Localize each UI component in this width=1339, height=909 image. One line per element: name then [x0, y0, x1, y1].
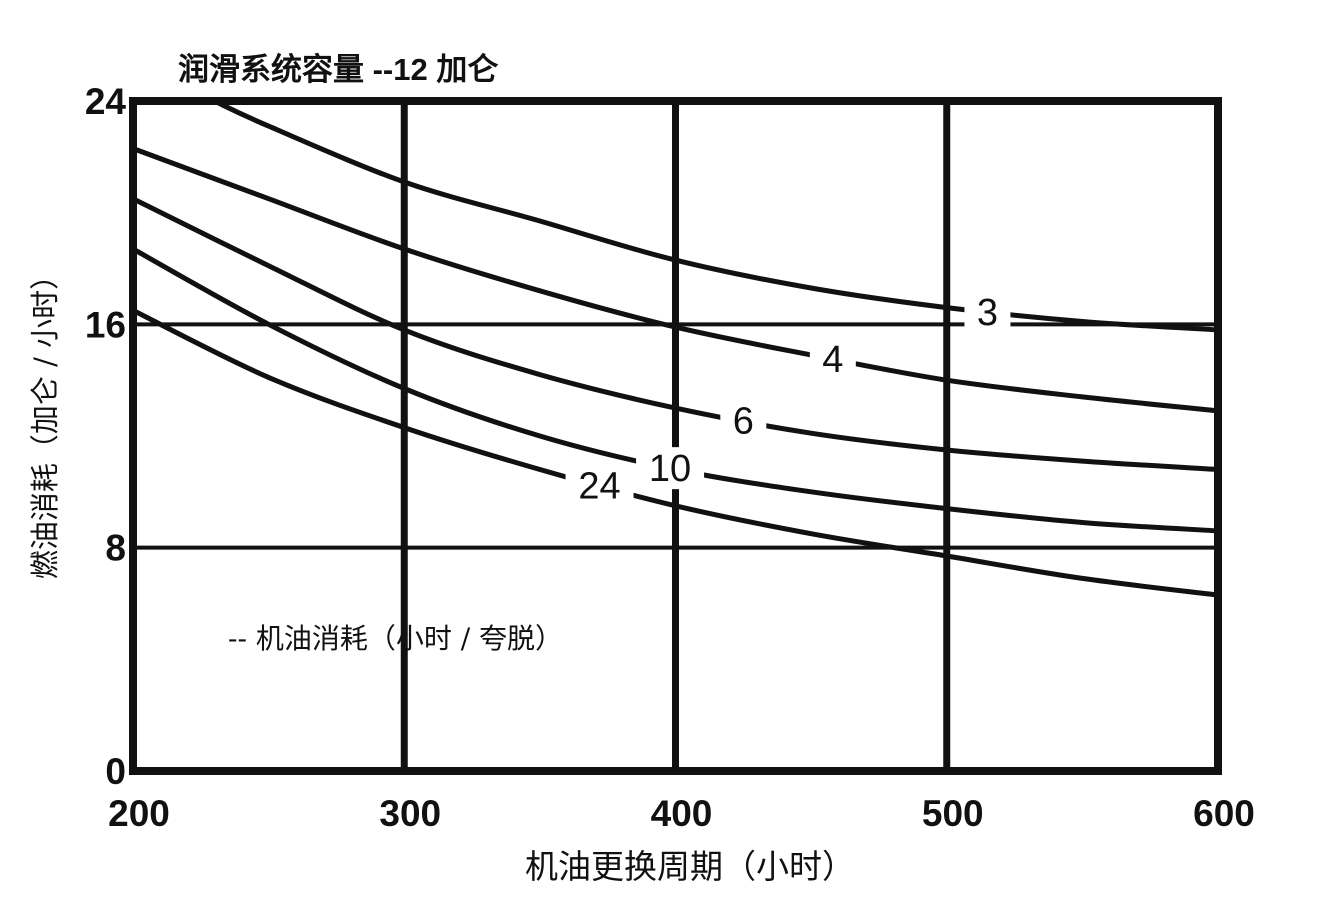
series-label-bg-24 [565, 464, 634, 507]
y-tick-label: 0 [105, 751, 126, 792]
series-label-3: 3 [977, 292, 998, 334]
series-label-6: 6 [733, 401, 754, 443]
series-label-24: 24 [578, 465, 620, 507]
series-line-24 [130, 307, 1221, 598]
y-axis-label: 燃油消耗（加仑 / 小时） [28, 261, 62, 579]
series-label-bg-3 [964, 290, 1011, 333]
series-line-6 [130, 196, 1221, 472]
series-label-4: 4 [822, 339, 843, 381]
series-label-10: 10 [649, 448, 691, 490]
tick-labels: 0 8 16 24 200 300 400 500 600 [85, 81, 1255, 834]
series-line-3 [211, 98, 1221, 333]
series-labels: 3 4 6 10 24 [565, 290, 1011, 507]
x-axis-label: 机油更换周期（小时） [525, 847, 855, 886]
y-tick-label: 8 [105, 528, 126, 569]
x-tick-label: 600 [1193, 793, 1255, 834]
y-tick-label: 24 [85, 81, 127, 122]
x-tick-label: 400 [651, 793, 713, 834]
plot-frame [129, 97, 1222, 775]
series-label-bg-10 [636, 447, 705, 490]
x-tick-label: 500 [922, 793, 984, 834]
x-tick-label: 300 [379, 793, 441, 834]
legend-note: -- 机油消耗（小时 / 夸脱） [228, 622, 563, 655]
x-tick-label: 200 [108, 793, 170, 834]
y-tick-label: 16 [85, 304, 126, 345]
chart-title: 润滑系统容量 --12 加仑 [178, 52, 498, 87]
series-label-bg-4 [809, 338, 856, 381]
grid [133, 101, 1218, 771]
series-line-4 [130, 146, 1221, 414]
series-label-bg-6 [720, 399, 767, 442]
